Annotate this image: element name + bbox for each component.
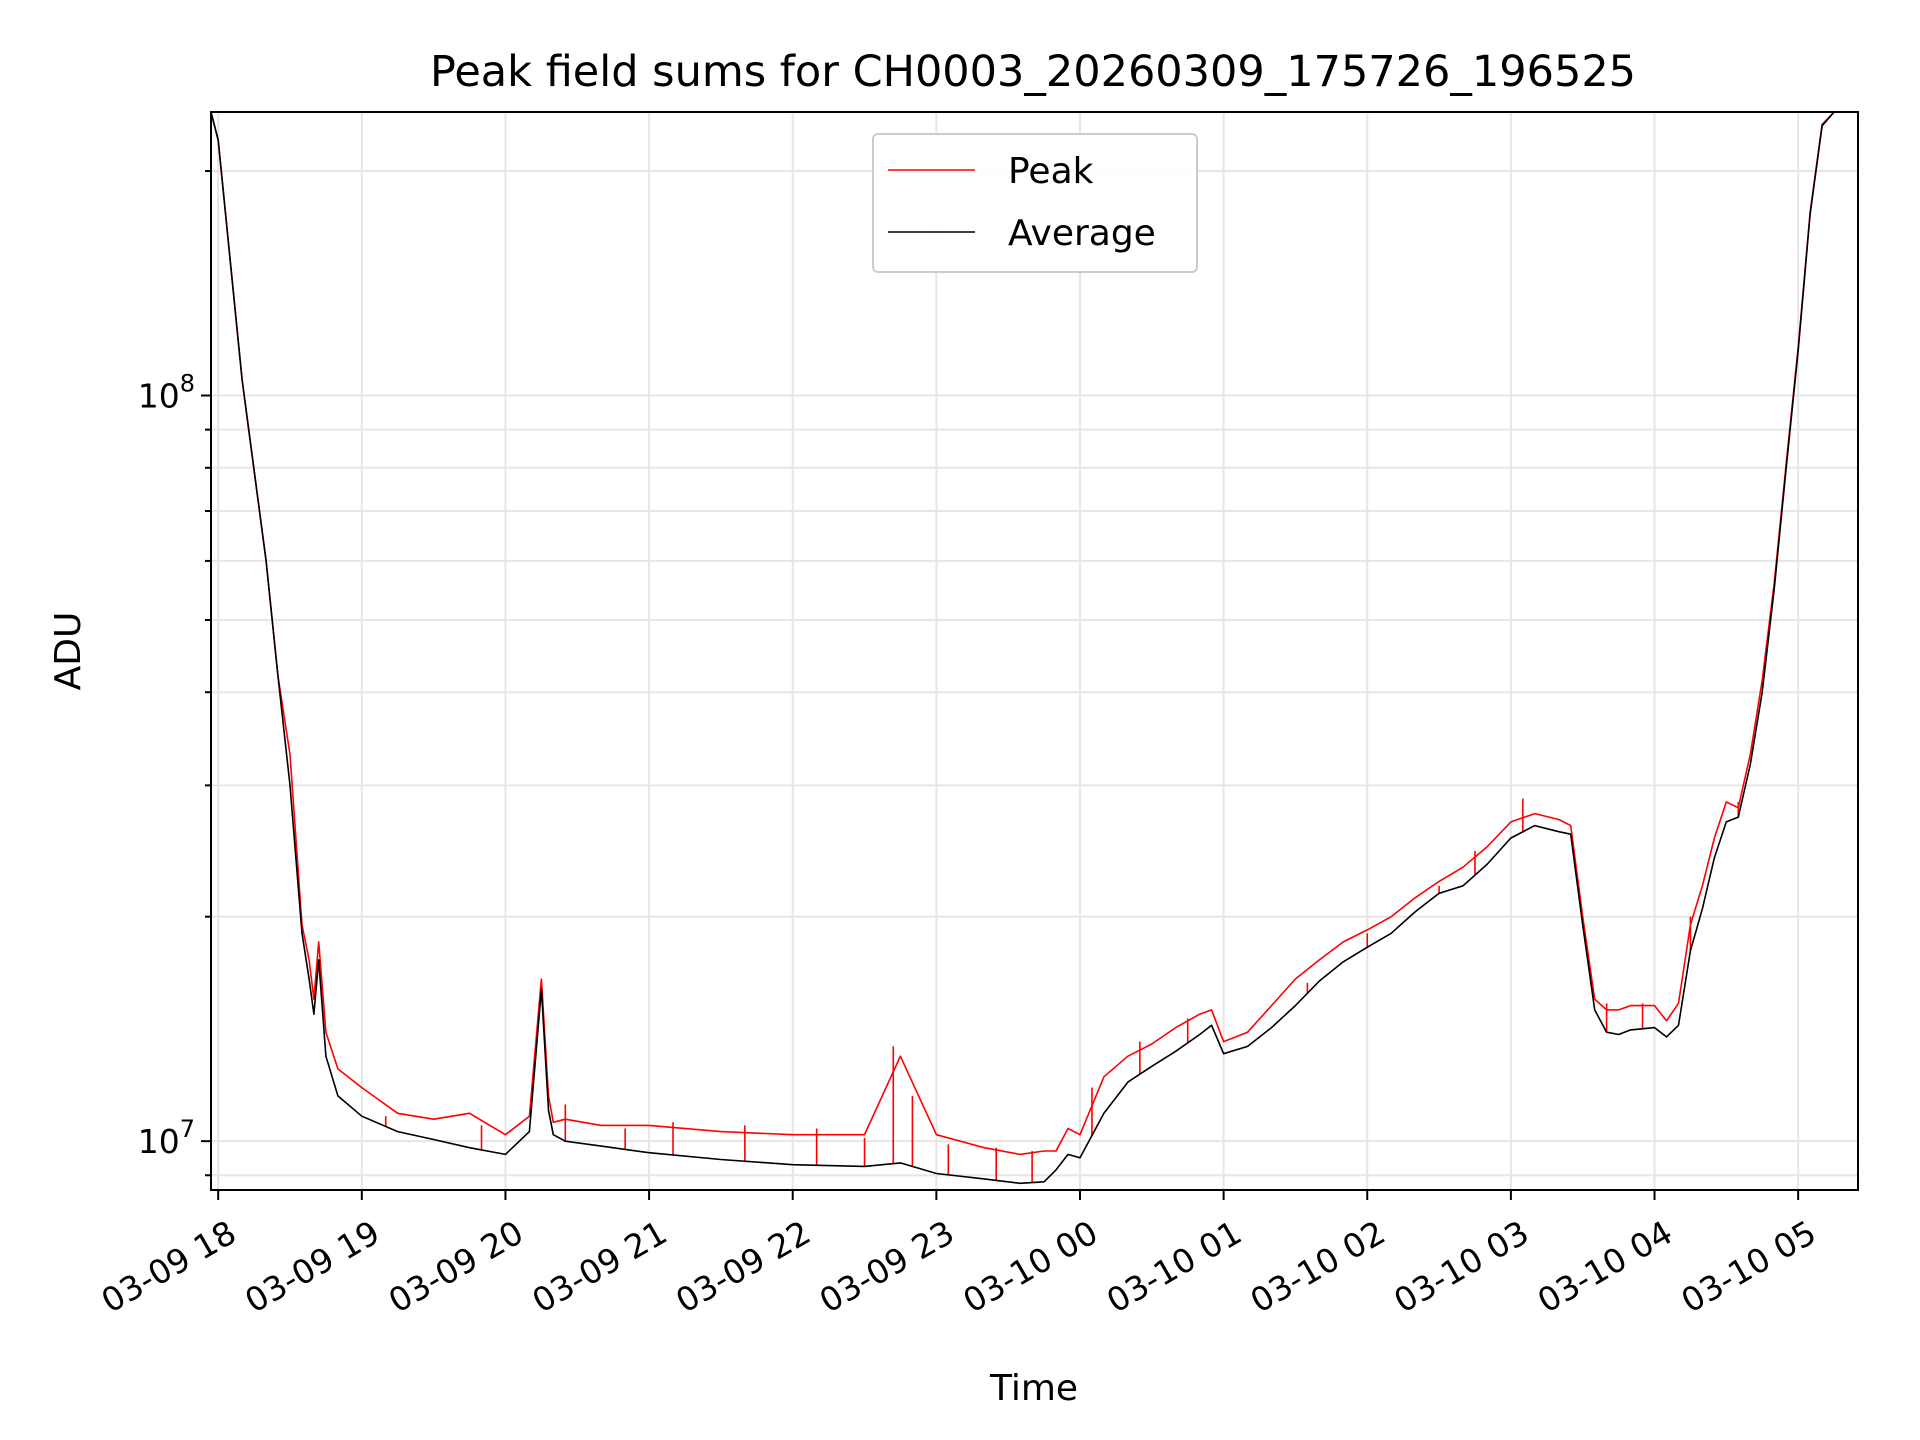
legend-label-peak: Peak	[1008, 151, 1094, 192]
series-peak	[210, 111, 1858, 1183]
series-average	[210, 111, 1858, 1185]
y-tick-label-0: 107	[138, 1115, 195, 1161]
plot-frame	[210, 111, 1859, 1191]
y-axis-label: ADU	[48, 612, 89, 691]
chart-title: Peak field sums for CH0003_20260309_1757…	[430, 47, 1636, 97]
series-line-average	[210, 111, 1858, 1185]
x-axis-label: Time	[989, 1368, 1078, 1409]
y-axis: 107 108	[138, 170, 211, 1177]
gridlines	[211, 112, 1858, 1190]
legend-label-average: Average	[1008, 213, 1156, 254]
y-tick-label-1: 108	[138, 370, 195, 416]
legend-box	[872, 133, 1198, 273]
series-line-peak	[210, 111, 1858, 1156]
legend: Peak Average	[872, 133, 1198, 273]
